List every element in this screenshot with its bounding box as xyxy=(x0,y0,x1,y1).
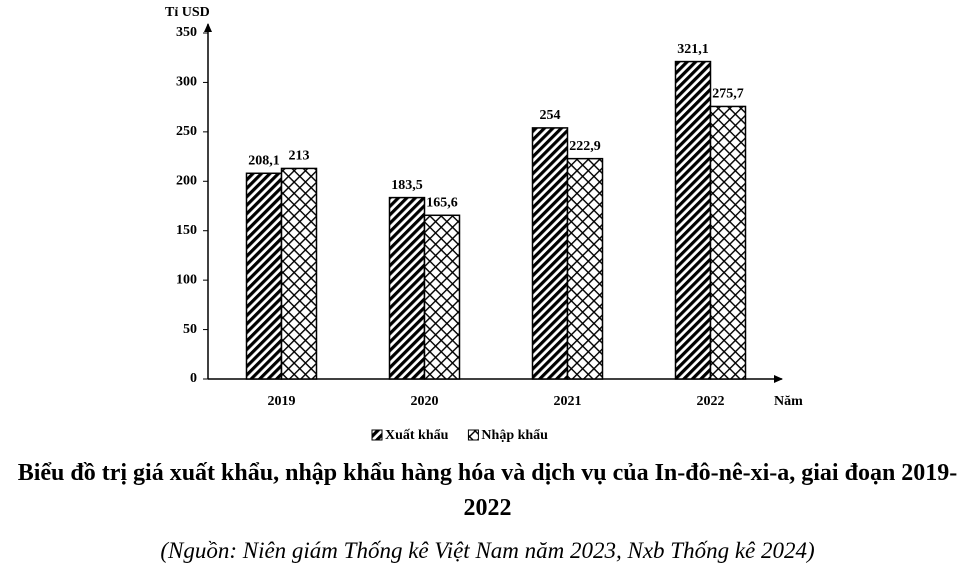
chart: Tỉ USD Năm 0 50 100 150 200 250 300 350 2019 208,… xyxy=(165,5,803,443)
value-label: 208,1 xyxy=(248,153,280,168)
y-tick-label: 50 xyxy=(183,322,197,337)
legend-swatch xyxy=(467,429,479,441)
x-tick-label: 2021 xyxy=(554,394,582,409)
y-tick-label: 150 xyxy=(176,223,197,238)
legend-swatch xyxy=(371,429,383,441)
bar xyxy=(709,105,747,380)
x-tick-label: 2022 xyxy=(697,394,725,409)
value-label: 321,1 xyxy=(677,42,709,57)
y-tick-label: 100 xyxy=(176,272,197,287)
legend-label: Xuất khẩu xyxy=(385,428,449,443)
value-label: 213 xyxy=(289,149,310,164)
x-axis-label: Năm xyxy=(774,394,803,409)
bar xyxy=(245,172,283,380)
value-label: 254 xyxy=(540,108,561,123)
y-tick-label: 200 xyxy=(176,174,197,189)
value-label: 165,6 xyxy=(426,196,458,211)
bar xyxy=(388,196,426,380)
bar xyxy=(423,214,461,380)
legend-label: Nhập khẩu xyxy=(481,428,548,443)
source-note: (Nguồn: Niên giám Thống kê Việt Nam năm … xyxy=(160,538,815,563)
y-tick-label: 0 xyxy=(190,371,197,386)
x-tick-label: 2020 xyxy=(411,394,439,409)
value-label: 275,7 xyxy=(712,87,744,102)
value-label: 183,5 xyxy=(391,178,423,193)
bar xyxy=(566,157,604,380)
y-tick-label: 250 xyxy=(176,124,197,139)
bar xyxy=(280,167,318,380)
value-label: 222,9 xyxy=(569,139,601,154)
y-axis-label: Tỉ USD xyxy=(165,5,210,20)
bar xyxy=(531,127,569,380)
x-tick-label: 2019 xyxy=(268,394,296,409)
chart-title: Biểu đồ trị giá xuất khẩu, nhập khẩu hàn… xyxy=(17,460,958,521)
bar xyxy=(674,60,712,380)
y-tick-label: 350 xyxy=(176,25,197,40)
y-tick-label: 300 xyxy=(176,75,197,90)
